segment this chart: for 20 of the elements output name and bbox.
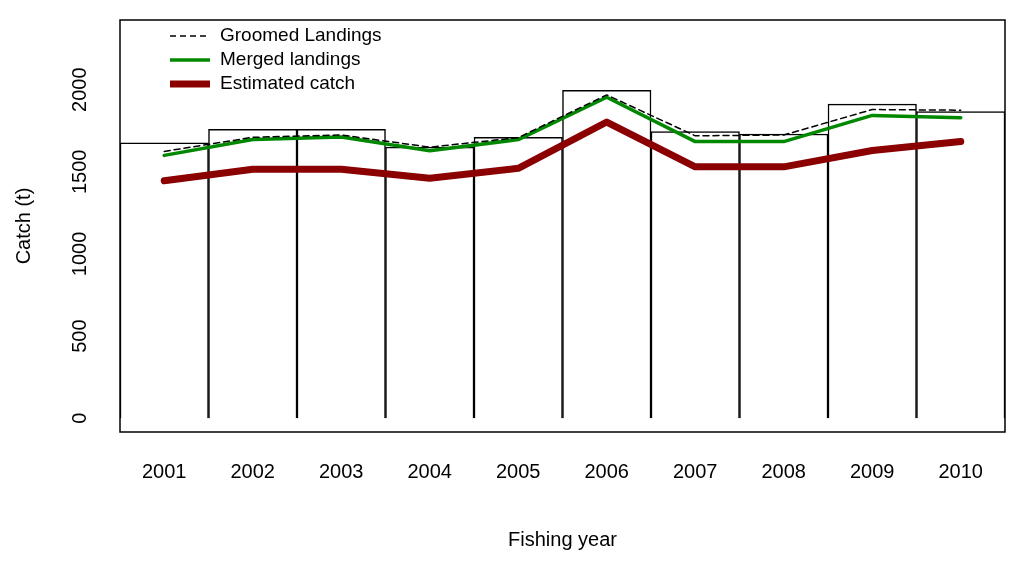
x-tick-label: 2005 xyxy=(496,459,541,482)
y-axis-title: Catch (t) xyxy=(11,187,34,265)
x-tick-label: 2008 xyxy=(761,459,806,482)
x-tick-label: 2006 xyxy=(584,459,629,482)
x-tick-label: 2002 xyxy=(230,459,275,482)
x-tick-label: 2001 xyxy=(142,459,187,482)
y-tick-label: 2000 xyxy=(67,67,90,112)
x-tick-label: 2010 xyxy=(938,459,983,482)
x-tick-label: 2007 xyxy=(673,459,718,482)
x-tick-label: 2004 xyxy=(407,459,452,482)
y-tick-label: 1000 xyxy=(67,231,90,277)
x-tick-label: 2009 xyxy=(850,459,895,482)
y-tick-label: 0 xyxy=(67,412,90,424)
y-tick-label: 1500 xyxy=(67,149,90,195)
x-tick-label: 2003 xyxy=(319,459,364,482)
y-tick-label: 500 xyxy=(67,319,90,353)
legend-label: Groomed Landings xyxy=(220,24,382,46)
legend-label: Estimated catch xyxy=(220,72,356,94)
x-axis-title: Fishing year xyxy=(508,527,618,550)
legend-label: Merged landings xyxy=(220,48,361,70)
